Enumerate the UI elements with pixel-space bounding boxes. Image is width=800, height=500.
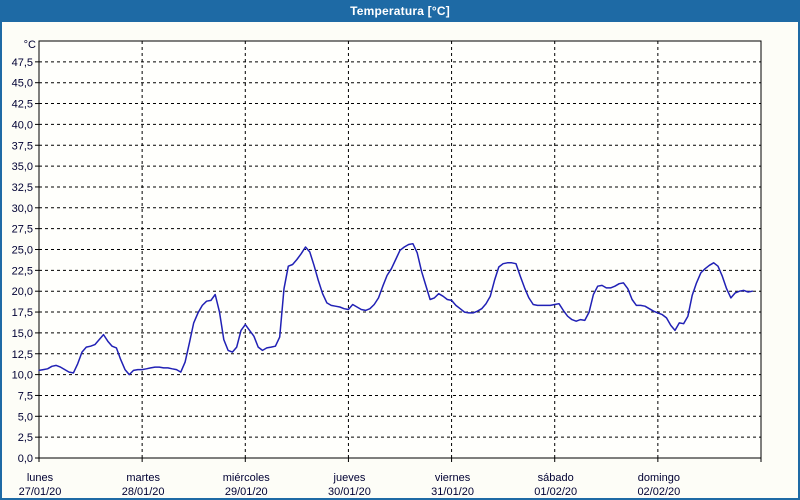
y-tick-label: 42,5: [12, 99, 33, 111]
y-tick-label: 27,5: [12, 224, 33, 236]
x-day-date-label: 28/01/20: [122, 486, 165, 498]
window-title: Temperatura [°C]: [350, 4, 450, 18]
x-day-date-label: 02/02/20: [637, 486, 680, 498]
x-day-date-label: 01/02/20: [534, 486, 577, 498]
y-tick-label: 7,5: [18, 390, 33, 402]
y-tick-label: 47,5: [12, 57, 33, 69]
y-tick-label: 32,5: [12, 182, 33, 194]
y-tick-label: 5,0: [18, 411, 33, 423]
y-tick-label: 17,5: [12, 307, 33, 319]
x-day-date-label: 30/01/20: [328, 486, 371, 498]
x-day-date-label: 29/01/20: [225, 486, 268, 498]
y-tick-label: 37,5: [12, 140, 33, 152]
window-titlebar[interactable]: Temperatura [°C]: [0, 0, 800, 22]
y-tick-label: 22,5: [12, 265, 33, 277]
temperature-chart: 47,5 45,0 42,5 40,0 37,5 35,0 32,5 30,0 27,5 25,0…: [12, 39, 762, 498]
x-day-date-label: 31/01/20: [431, 486, 474, 498]
x-day-name-label: viernes: [435, 472, 471, 484]
y-tick-label: 25,0: [12, 245, 33, 257]
y-tick-label: 45,0: [12, 78, 33, 90]
y-tick-label: 20,0: [12, 286, 33, 298]
x-day-name-label: domingo: [638, 472, 680, 484]
y-tick-label: 2,5: [18, 432, 33, 444]
y-axis-unit-label: °C: [24, 39, 36, 51]
x-day-name-label: sábado: [538, 472, 574, 484]
y-tick-label: 30,0: [12, 203, 33, 215]
y-tick-label: 0,0: [18, 453, 33, 465]
y-tick-label: 12,5: [12, 349, 33, 361]
x-day-name-label: lunes: [27, 472, 54, 484]
y-tick-label: 15,0: [12, 328, 33, 340]
x-day-name-label: jueves: [333, 472, 366, 484]
temperature-series-line: [38, 242, 754, 376]
chart-content-area: 47,5 45,0 42,5 40,0 37,5 35,0 32,5 30,0 27,5 25,0…: [2, 22, 798, 498]
y-tick-label: 10,0: [12, 370, 33, 382]
y-tick-label: 40,0: [12, 119, 33, 131]
y-tick-label: 35,0: [12, 161, 33, 173]
x-day-name-label: martes: [126, 472, 160, 484]
x-day-name-label: miércoles: [223, 472, 271, 484]
x-day-date-label: 27/01/20: [19, 486, 62, 498]
